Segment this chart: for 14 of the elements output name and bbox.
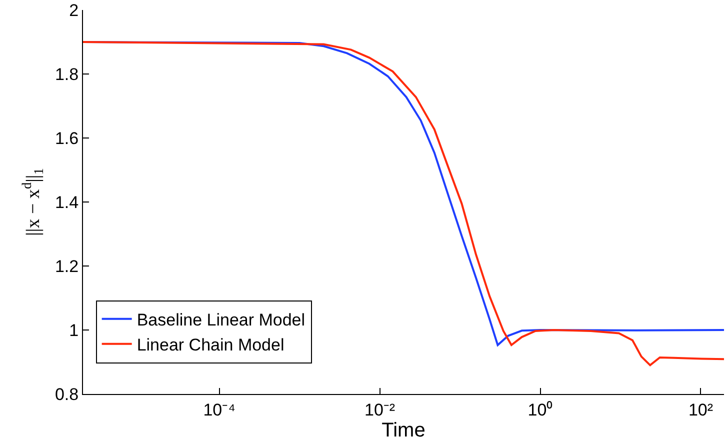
legend-label: Baseline Linear Model bbox=[136, 310, 306, 330]
y-tick-label: 1.2 bbox=[54, 256, 79, 276]
y-tick-label: 1.6 bbox=[54, 128, 79, 148]
x-tick-label: 10⁻⁴ bbox=[203, 400, 236, 420]
y-tick-label: 1.4 bbox=[54, 192, 79, 212]
x-tick-label: 10² bbox=[688, 400, 714, 420]
y-tick-label: 2 bbox=[69, 0, 79, 20]
x-tick-label: 10⁻² bbox=[364, 400, 396, 420]
y-tick-label: 1.8 bbox=[54, 64, 79, 84]
x-tick-label: 10⁰ bbox=[528, 400, 553, 420]
legend-label: Linear Chain Model bbox=[136, 336, 284, 355]
x-axis-title: Time bbox=[382, 419, 426, 442]
y-tick-label: 1 bbox=[69, 320, 79, 340]
y-tick-label: 0.8 bbox=[54, 384, 79, 404]
